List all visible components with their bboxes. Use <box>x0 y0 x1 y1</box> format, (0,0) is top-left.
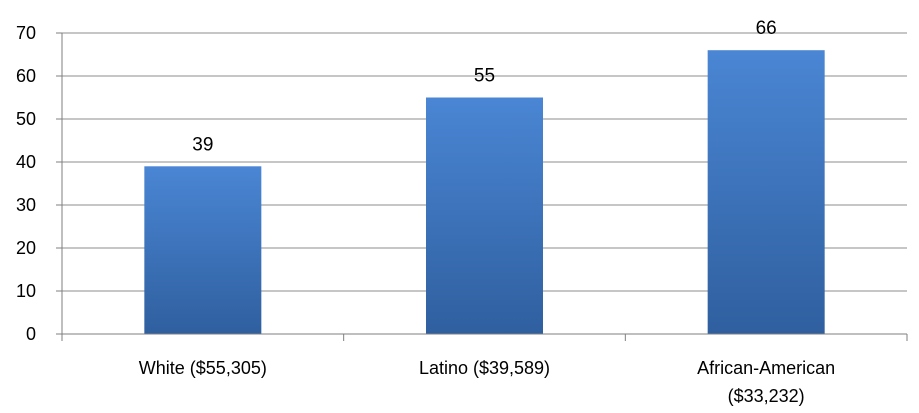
data-labels: 39 55 66 <box>192 18 776 155</box>
y-tick-label: 0 <box>26 324 36 344</box>
data-label: 39 <box>192 134 213 155</box>
x-tick-label: African-American <box>697 358 835 378</box>
y-tick-label: 70 <box>16 23 36 43</box>
x-tick-label: White ($55,305) <box>139 358 267 378</box>
bar <box>144 166 262 334</box>
y-tick-label: 50 <box>16 109 36 129</box>
data-label: 55 <box>474 66 495 87</box>
y-tick-label: 10 <box>16 281 36 301</box>
axes <box>56 32 908 341</box>
y-tick-label: 40 <box>16 152 36 172</box>
bar <box>426 97 543 334</box>
y-tick-label: 60 <box>16 66 36 86</box>
y-tick-label: 30 <box>16 195 36 215</box>
data-label: 66 <box>756 18 777 39</box>
bar <box>707 50 825 334</box>
y-tick-labels: 0 10 20 30 40 50 60 70 <box>16 23 36 344</box>
x-tick-labels: White ($55,305) Latino ($39,589) African-A… <box>139 358 835 406</box>
x-tick-label: Latino ($39,589) <box>419 358 550 378</box>
y-tick-label: 20 <box>16 238 36 258</box>
x-tick-label: ($33,232) <box>728 386 805 406</box>
bars <box>144 50 825 334</box>
